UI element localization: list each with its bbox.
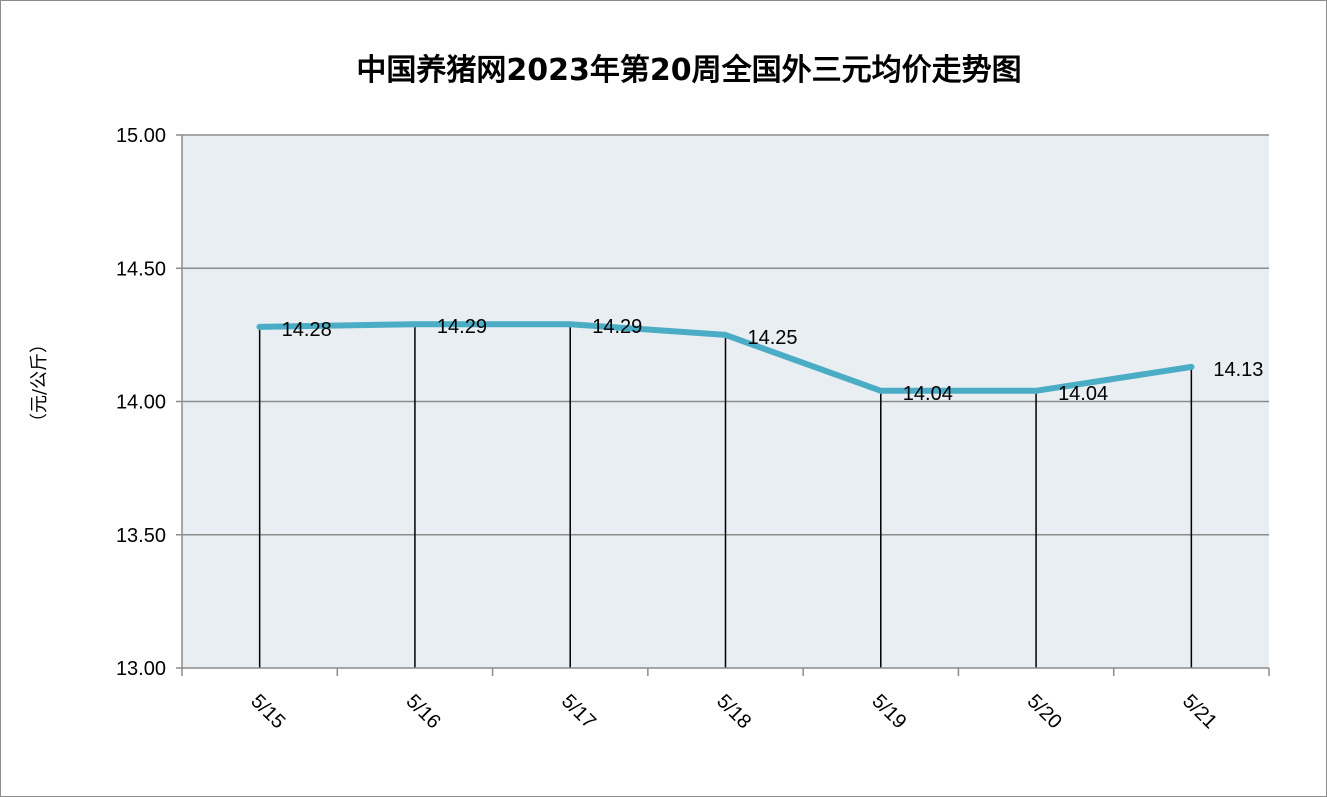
y-tick-label: 13.00 xyxy=(116,658,166,680)
x-tick-label: 5/15 xyxy=(246,690,289,733)
data-label: 14.13 xyxy=(1213,359,1263,381)
data-label: 14.04 xyxy=(1058,383,1108,405)
y-tick-label: 15.00 xyxy=(116,125,166,147)
y-axis-title: （元/公斤） xyxy=(29,335,50,431)
y-tick-label: 14.00 xyxy=(116,392,166,414)
y-tick-label: 14.50 xyxy=(116,258,166,280)
x-tick-label: 5/19 xyxy=(867,690,910,733)
data-labels: 14.28 14.29 14.29 14.25 14.04 14.04 14.13 xyxy=(282,316,1264,405)
x-tick-label: 5/21 xyxy=(1178,690,1221,733)
x-tick-label: 5/17 xyxy=(557,690,600,733)
chart-title: 中国养猪网2023年第20周全国外三元均价走势图 xyxy=(356,53,1021,88)
x-tick-label: 5/18 xyxy=(712,690,755,733)
x-tick-label: 5/16 xyxy=(402,690,445,733)
data-label: 14.04 xyxy=(903,383,953,405)
data-label: 14.29 xyxy=(437,316,487,338)
data-point xyxy=(722,331,729,338)
series-line-layer xyxy=(256,321,1195,394)
data-point xyxy=(1033,387,1040,394)
data-point xyxy=(411,321,418,328)
data-point xyxy=(877,387,884,394)
data-label: 14.29 xyxy=(592,316,642,338)
data-point xyxy=(1188,363,1195,370)
y-axis-ticks: 13.00 13.50 14.00 14.50 15.00 xyxy=(116,125,182,680)
data-point xyxy=(256,323,263,330)
x-axis-ticks: 5/15 5/16 5/17 5/18 5/19 5/20 5/21 xyxy=(181,668,1270,733)
data-label: 14.25 xyxy=(748,327,798,349)
data-point xyxy=(567,321,574,328)
axes xyxy=(181,135,1269,669)
data-label: 14.28 xyxy=(282,319,332,341)
drop-lines xyxy=(258,324,1193,668)
x-tick-label: 5/20 xyxy=(1023,690,1066,733)
y-tick-label: 13.50 xyxy=(116,525,166,547)
